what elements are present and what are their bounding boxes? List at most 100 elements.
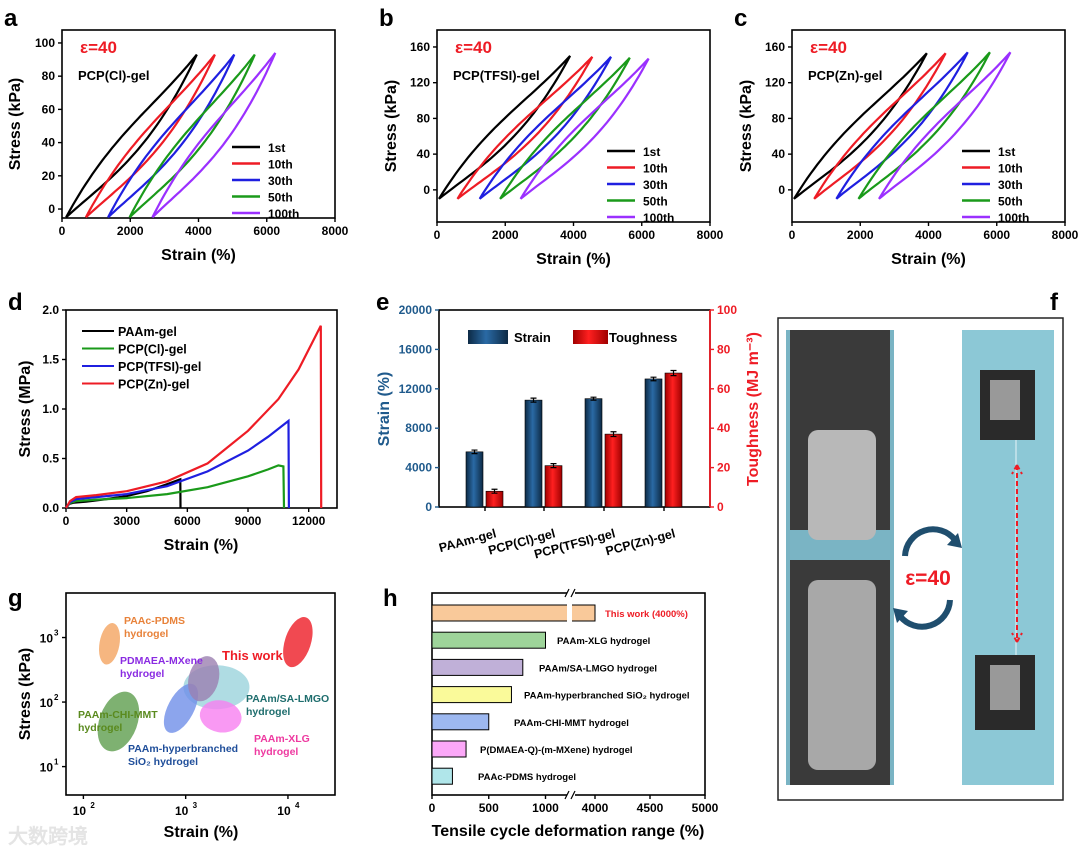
watermark-logo: 大数跨境 — [8, 824, 88, 848]
y-tick-label: 0 — [425, 500, 432, 514]
x-axis-label: Strain (%) — [164, 824, 239, 841]
lower-clamp — [808, 580, 876, 770]
y-right-tick-label: 20 — [717, 461, 731, 475]
legend-label: 100th — [998, 211, 1029, 225]
y-tick-label: 0 — [423, 183, 430, 197]
bar-label: PAAm-hyperbranched SiO₂ hydrogel — [524, 691, 690, 702]
bar-label: PAAm/SA-LMGO hydrogel — [539, 663, 657, 674]
bar-label: This work (4000%) — [605, 609, 688, 620]
x-tick-label: 6000 — [628, 228, 655, 242]
legend-swatch-toughness — [573, 330, 608, 344]
x-axis-label: Tensile cycle deformation range (%) — [432, 823, 705, 840]
panel-letter: a — [4, 5, 18, 32]
region-label: hydrogel — [254, 746, 298, 758]
panel-h: h 0 500 1000 4000 4500 5000 Tensile cycle defor… — [383, 585, 719, 840]
x-tick-label: 3000 — [113, 514, 140, 528]
y-tick-label: 160 — [765, 40, 785, 54]
panel-letter: d — [8, 289, 23, 316]
legend-label: 1st — [998, 145, 1015, 159]
error-bar — [610, 431, 617, 438]
y-tick-exponent: 3 — [54, 629, 59, 638]
cycle-curve-100th — [878, 51, 1012, 200]
y-tick-label: 0.0 — [42, 501, 59, 515]
error-bar — [491, 488, 498, 494]
region-label: hydrogel — [124, 628, 168, 640]
axis-break-gap — [567, 589, 575, 597]
y-tick-label: 1.0 — [42, 402, 59, 416]
panel-letter: f — [1050, 289, 1059, 316]
legend-label: 100th — [268, 207, 299, 221]
region-label: hydrogel — [120, 668, 164, 680]
y-tick-label: 120 — [765, 76, 785, 90]
cycle-curve-50th — [128, 53, 256, 219]
error-bar — [550, 463, 557, 469]
bar-label: PAAm-XLG hydrogel — [557, 636, 650, 647]
x-tick-label: 0 — [63, 514, 70, 528]
axis-break-icon — [564, 790, 576, 800]
region-ellipse — [163, 683, 199, 733]
x-tick-label: 4500 — [637, 801, 664, 815]
region-label: PDMAEA-MXene — [120, 655, 203, 667]
legend-label: 10th — [998, 162, 1023, 176]
legend-label: 10th — [268, 158, 293, 172]
upper-clamp — [808, 430, 876, 540]
x-tick-label: 10 — [73, 804, 87, 818]
panel-d: 0 3000 6000 9000 12000 0.0 0.5 1.0 1.5 2.0 d Strain… — [8, 289, 338, 554]
x-tick-label: 2000 — [492, 228, 519, 242]
plot-frame — [791, 29, 1066, 223]
legend-label: 30th — [268, 174, 293, 188]
legend-label: PCP(Zn)-gel — [118, 378, 190, 392]
x-tick-label: 6000 — [174, 514, 201, 528]
x-axis-label: Strain (%) — [891, 251, 966, 268]
legend-label: 50th — [998, 195, 1023, 209]
y-right-tick-label: 80 — [717, 342, 731, 356]
bar-label: PAAc-PDMS hydrogel — [478, 772, 576, 783]
error-bar — [471, 449, 478, 455]
category-label: PCP(Zn)-gel — [604, 526, 677, 558]
legend-label: 1st — [268, 141, 285, 155]
y-tick-label: 40 — [772, 147, 786, 161]
region-ellipse — [188, 656, 220, 702]
strain-bar — [465, 451, 484, 508]
x-tick-label: 0 — [789, 228, 796, 242]
legend-label: Toughness — [609, 330, 677, 345]
sample-label: PCP(Zn)-gel — [808, 68, 882, 83]
error-bar — [530, 397, 537, 403]
x-axis-label: Strain (%) — [161, 247, 236, 264]
x-tick-label: 4000 — [915, 228, 942, 242]
x-tick-label: 6000 — [983, 228, 1010, 242]
x-tick-exponent: 2 — [90, 801, 95, 810]
y-tick-label: 120 — [410, 76, 430, 90]
x-tick-label: 0 — [429, 801, 436, 815]
strain-annotation: ε=40 — [810, 38, 847, 57]
x-tick-label: 0 — [59, 224, 66, 238]
bar-label: P(DMAEA-Q)-(m-MXene) hydrogel — [480, 745, 633, 756]
error-bar — [590, 396, 597, 401]
cycle-arrowhead-icon — [947, 533, 962, 548]
region-label: PAAm-XLG — [254, 733, 310, 745]
panel-c: 0 2000 4000 6000 8000 0 40 80 120 160 c Strain (%) S… — [734, 5, 1079, 268]
cycle-arrowhead-icon — [893, 608, 908, 623]
x-tick-exponent: 4 — [295, 801, 300, 810]
stress-curve — [65, 464, 286, 509]
y-right-tick-label: 40 — [717, 421, 731, 435]
y-axis-label: Strain (%) — [376, 372, 393, 447]
x-tick-label: 8000 — [322, 224, 349, 238]
sample-label: PCP(TFSI)-gel — [453, 68, 540, 83]
x-tick-label: 4000 — [185, 224, 212, 238]
y-right-tick-label: 60 — [717, 382, 731, 396]
region-ellipse — [199, 700, 242, 733]
right-upper-clamp-face — [990, 380, 1020, 420]
panel-letter: g — [8, 585, 23, 612]
y-tick-label: 80 — [772, 111, 786, 125]
stretch-arrow-icon — [1011, 464, 1023, 643]
panel-f-photo: f ε=40 — [777, 289, 1064, 801]
plot-frame — [61, 29, 336, 219]
legend-label: PCP(TFSI)-gel — [118, 360, 201, 374]
x-tick-label: 1000 — [532, 801, 559, 815]
strain-annotation: ε=40 — [455, 38, 492, 57]
y-tick-label: 80 — [417, 111, 431, 125]
y-tick-exponent: 1 — [54, 758, 59, 767]
y-axis-label: Stress (MPa) — [17, 361, 34, 458]
stress-curve — [65, 325, 323, 509]
